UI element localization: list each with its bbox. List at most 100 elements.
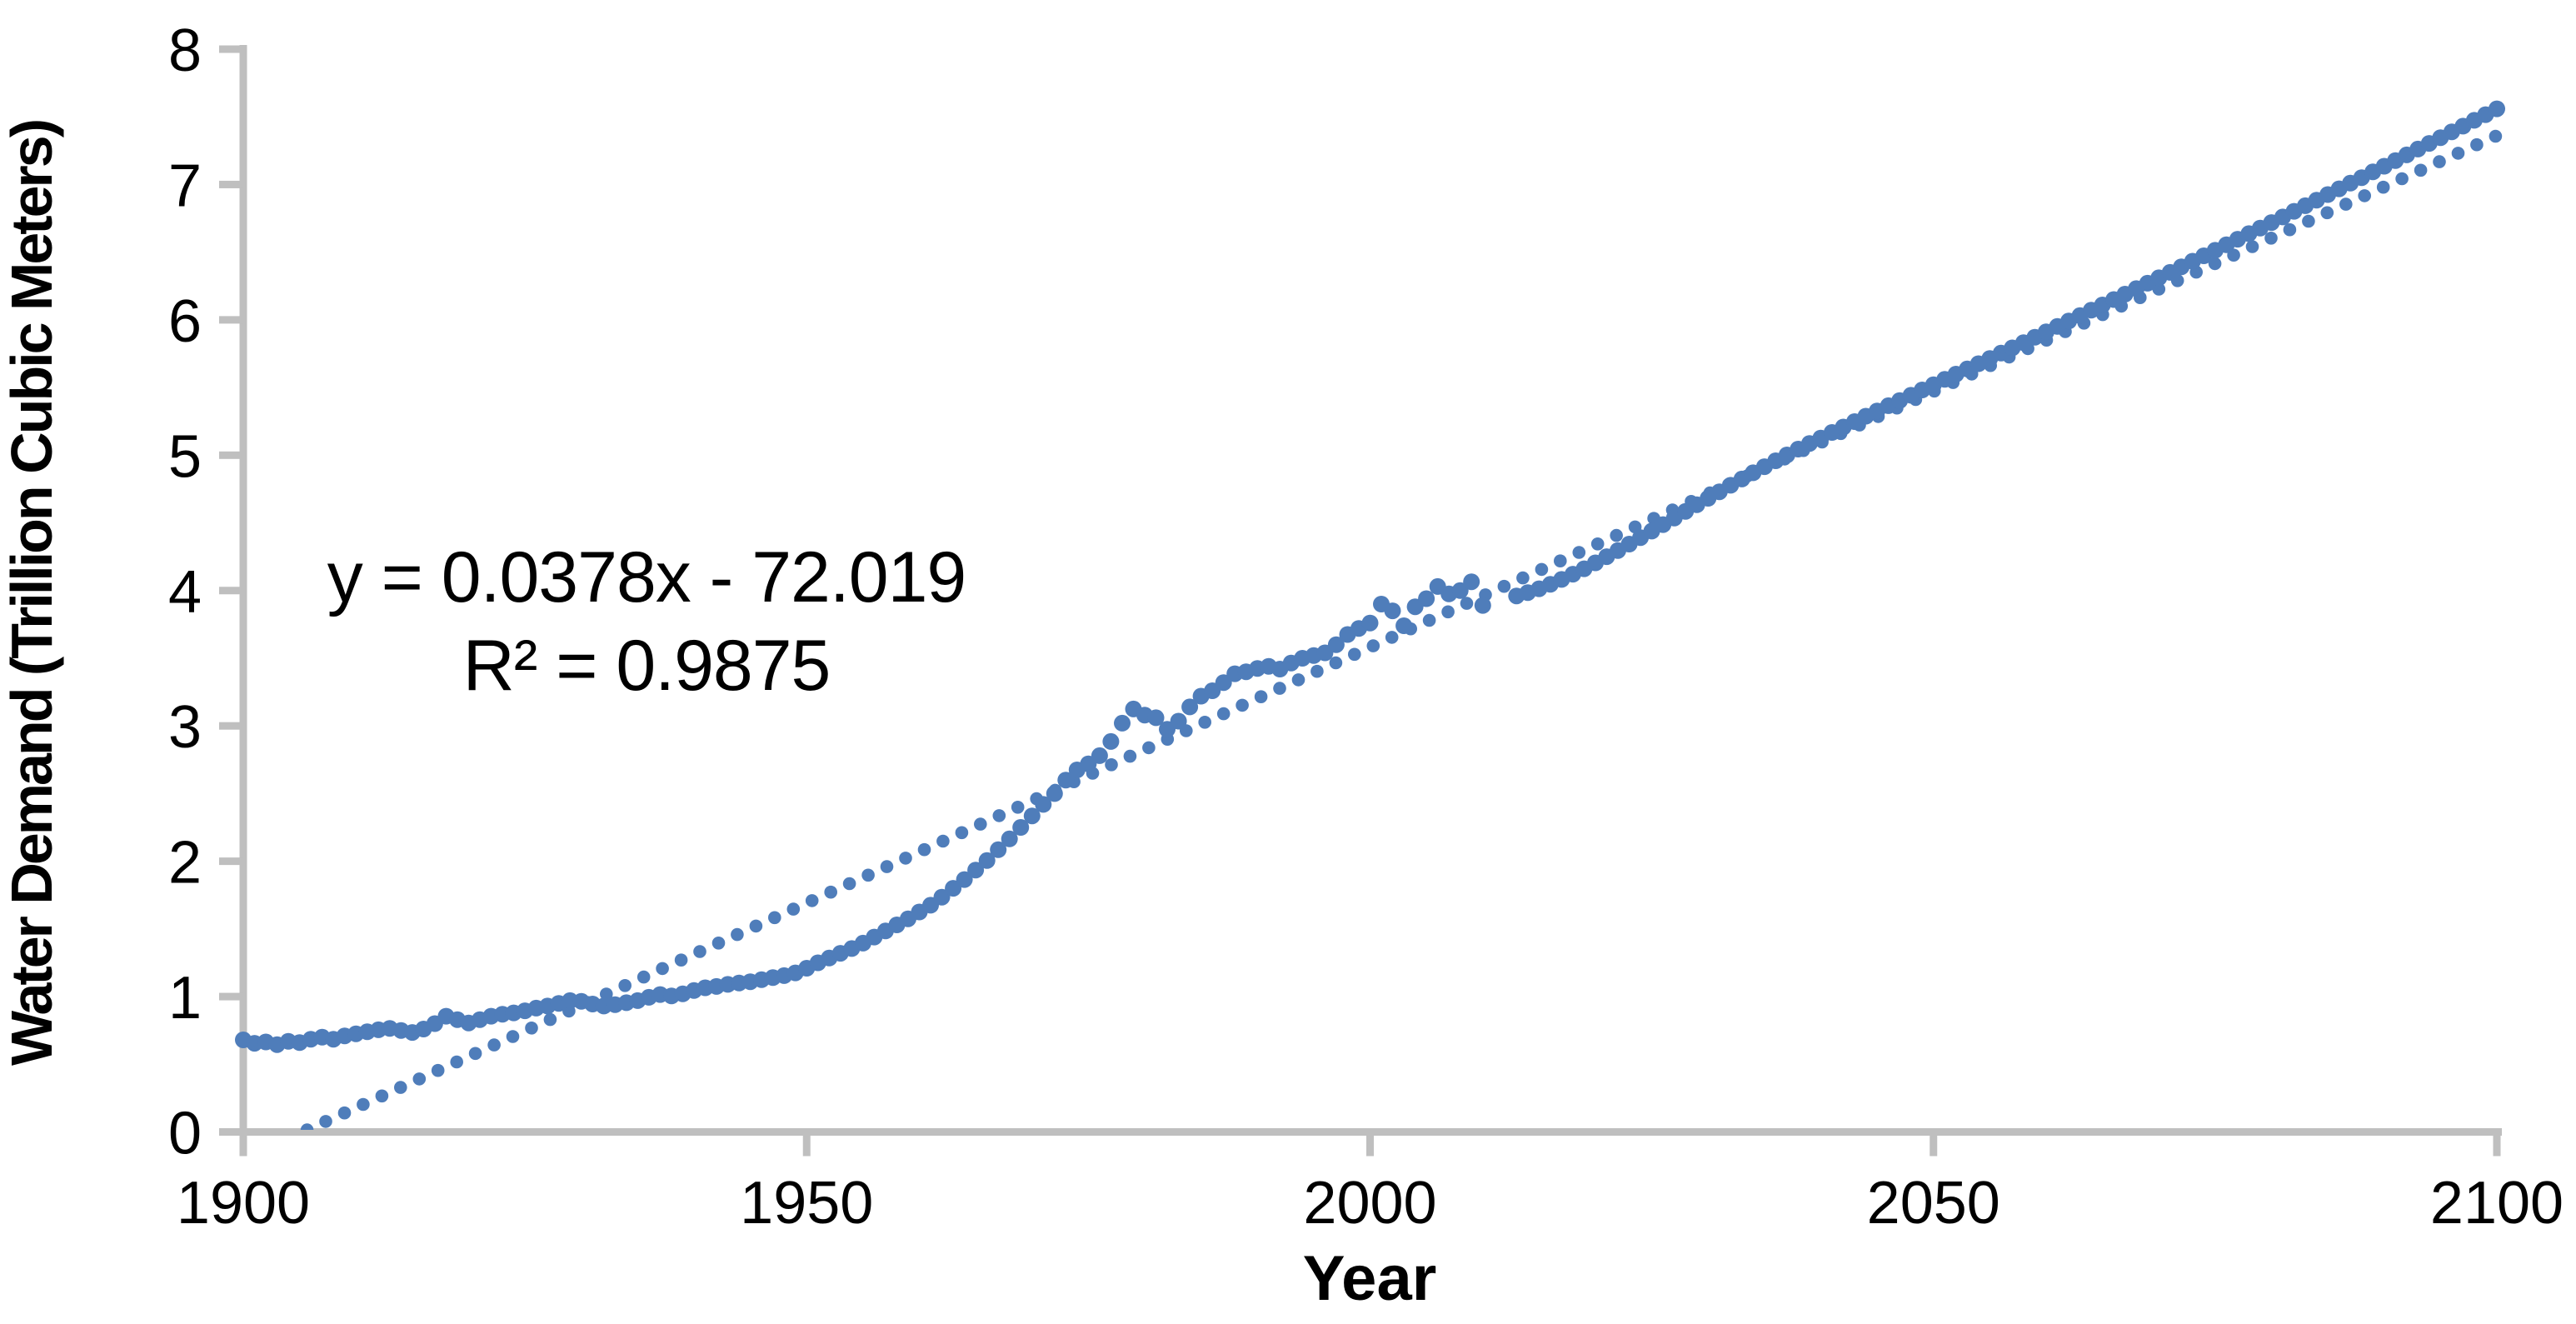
trendline-dot — [2395, 172, 2409, 186]
trendline-dot — [1142, 741, 1156, 755]
data-point — [1384, 602, 1401, 620]
y-tick-mark — [219, 451, 243, 459]
data-point — [1361, 614, 1379, 632]
y-tick-label: 7 — [168, 152, 202, 219]
trendline-dot — [749, 919, 763, 933]
trendline-dot — [1535, 562, 1549, 577]
trendline-dot — [1105, 758, 1118, 772]
trendline-dot — [1554, 554, 1567, 567]
projection-series — [1508, 100, 2505, 605]
trendline-dot — [2302, 214, 2315, 228]
historical-series — [235, 573, 1491, 1053]
trendline-dot — [2339, 197, 2353, 211]
trendline-dot — [300, 1123, 314, 1130]
trendline-dot — [1254, 690, 1268, 703]
data-point — [1474, 597, 1491, 614]
trendline-dot — [974, 817, 987, 831]
y-tick-labels: 0 1 2 3 4 5 6 7 8 — [168, 17, 202, 1167]
trendline-dot — [1385, 631, 1399, 644]
trendline-dot — [1291, 673, 1305, 687]
trendline-dot — [375, 1089, 389, 1103]
data-point — [945, 880, 962, 897]
trendline-dot — [1441, 605, 1455, 619]
x-tick-label: 2100 — [2430, 1170, 2564, 1237]
data-point — [1057, 772, 1075, 789]
trendline-dot — [412, 1072, 427, 1086]
trendline-dot — [1216, 707, 1231, 721]
y-tick-label: 5 — [168, 423, 202, 490]
trendline-dot — [1348, 647, 1361, 662]
data-point — [1091, 747, 1108, 764]
y-tick-mark — [219, 1128, 243, 1136]
trendline-dot — [768, 911, 781, 925]
y-tick-label: 8 — [168, 17, 202, 84]
trendline-dot — [2320, 206, 2334, 220]
y-tick-mark — [219, 316, 243, 324]
trendline-dot — [2245, 240, 2259, 253]
x-tick-mark — [2493, 1132, 2501, 1157]
trendline-dot — [600, 987, 613, 1001]
trendline-dot — [1198, 716, 1211, 729]
trendline-dot — [1310, 664, 1324, 678]
trendline-dot — [2264, 232, 2278, 245]
r-squared-label: R² = 0.9875 — [463, 626, 831, 706]
trendline-dot — [637, 970, 651, 984]
trendline-dot — [431, 1063, 445, 1077]
trendline-dot — [2208, 257, 2222, 271]
data-point — [1023, 807, 1041, 825]
trendline-dot — [394, 1081, 407, 1094]
data-point — [2489, 100, 2505, 117]
trendline-dot — [917, 842, 931, 857]
trendline-dot — [2376, 180, 2390, 194]
data-point — [990, 841, 1007, 858]
trendline-dot — [2433, 155, 2446, 168]
trendline-dot — [1422, 613, 1436, 627]
trendline-dot — [2451, 147, 2465, 160]
data-point — [1012, 819, 1030, 836]
trendline-dot — [468, 1047, 482, 1061]
trendline-dot — [506, 1030, 520, 1043]
x-tick-mark — [1366, 1132, 1374, 1157]
y-tick-mark — [219, 857, 243, 866]
x-tick-label: 2000 — [1303, 1170, 1436, 1237]
data-point — [1418, 590, 1435, 607]
data-point — [978, 852, 996, 869]
trendline-dot — [2470, 137, 2484, 152]
data-point — [1046, 785, 1063, 802]
trendline-dot — [2283, 222, 2297, 237]
x-tick-label: 1950 — [740, 1170, 873, 1237]
trendline-dot — [1273, 682, 1286, 695]
trendline-dot — [543, 1012, 557, 1027]
trendline-dot — [936, 834, 950, 848]
data-point — [1451, 582, 1469, 599]
trendline-dot — [711, 937, 726, 950]
trendline-dot — [487, 1038, 501, 1052]
y-tick-mark — [219, 45, 243, 53]
trendline-dot — [1011, 801, 1025, 814]
y-tick-label: 0 — [168, 1101, 202, 1167]
trendline-dot — [656, 962, 669, 976]
trendline-dot — [731, 927, 744, 942]
trendline-dot — [450, 1055, 463, 1069]
y-tick-label: 2 — [168, 830, 202, 897]
trendline-dot — [824, 885, 837, 899]
trendline-dot — [992, 809, 1006, 822]
trendline-dot — [357, 1097, 370, 1112]
trendline-dot — [2152, 282, 2166, 296]
y-tick-mark — [219, 180, 243, 188]
data-point — [956, 871, 973, 888]
trendline-dot — [2358, 189, 2371, 202]
data-point — [1327, 636, 1345, 653]
data-point — [933, 888, 951, 906]
trendline-dot — [842, 877, 856, 891]
data-point — [1035, 796, 1052, 813]
data-point — [1170, 712, 1187, 730]
data-point — [967, 862, 985, 879]
trendline-dot — [1516, 571, 1530, 585]
trendline-dot — [618, 979, 632, 992]
x-tick-mark — [802, 1132, 811, 1157]
trendline-dot — [880, 860, 894, 873]
y-tick-label: 3 — [168, 694, 202, 761]
